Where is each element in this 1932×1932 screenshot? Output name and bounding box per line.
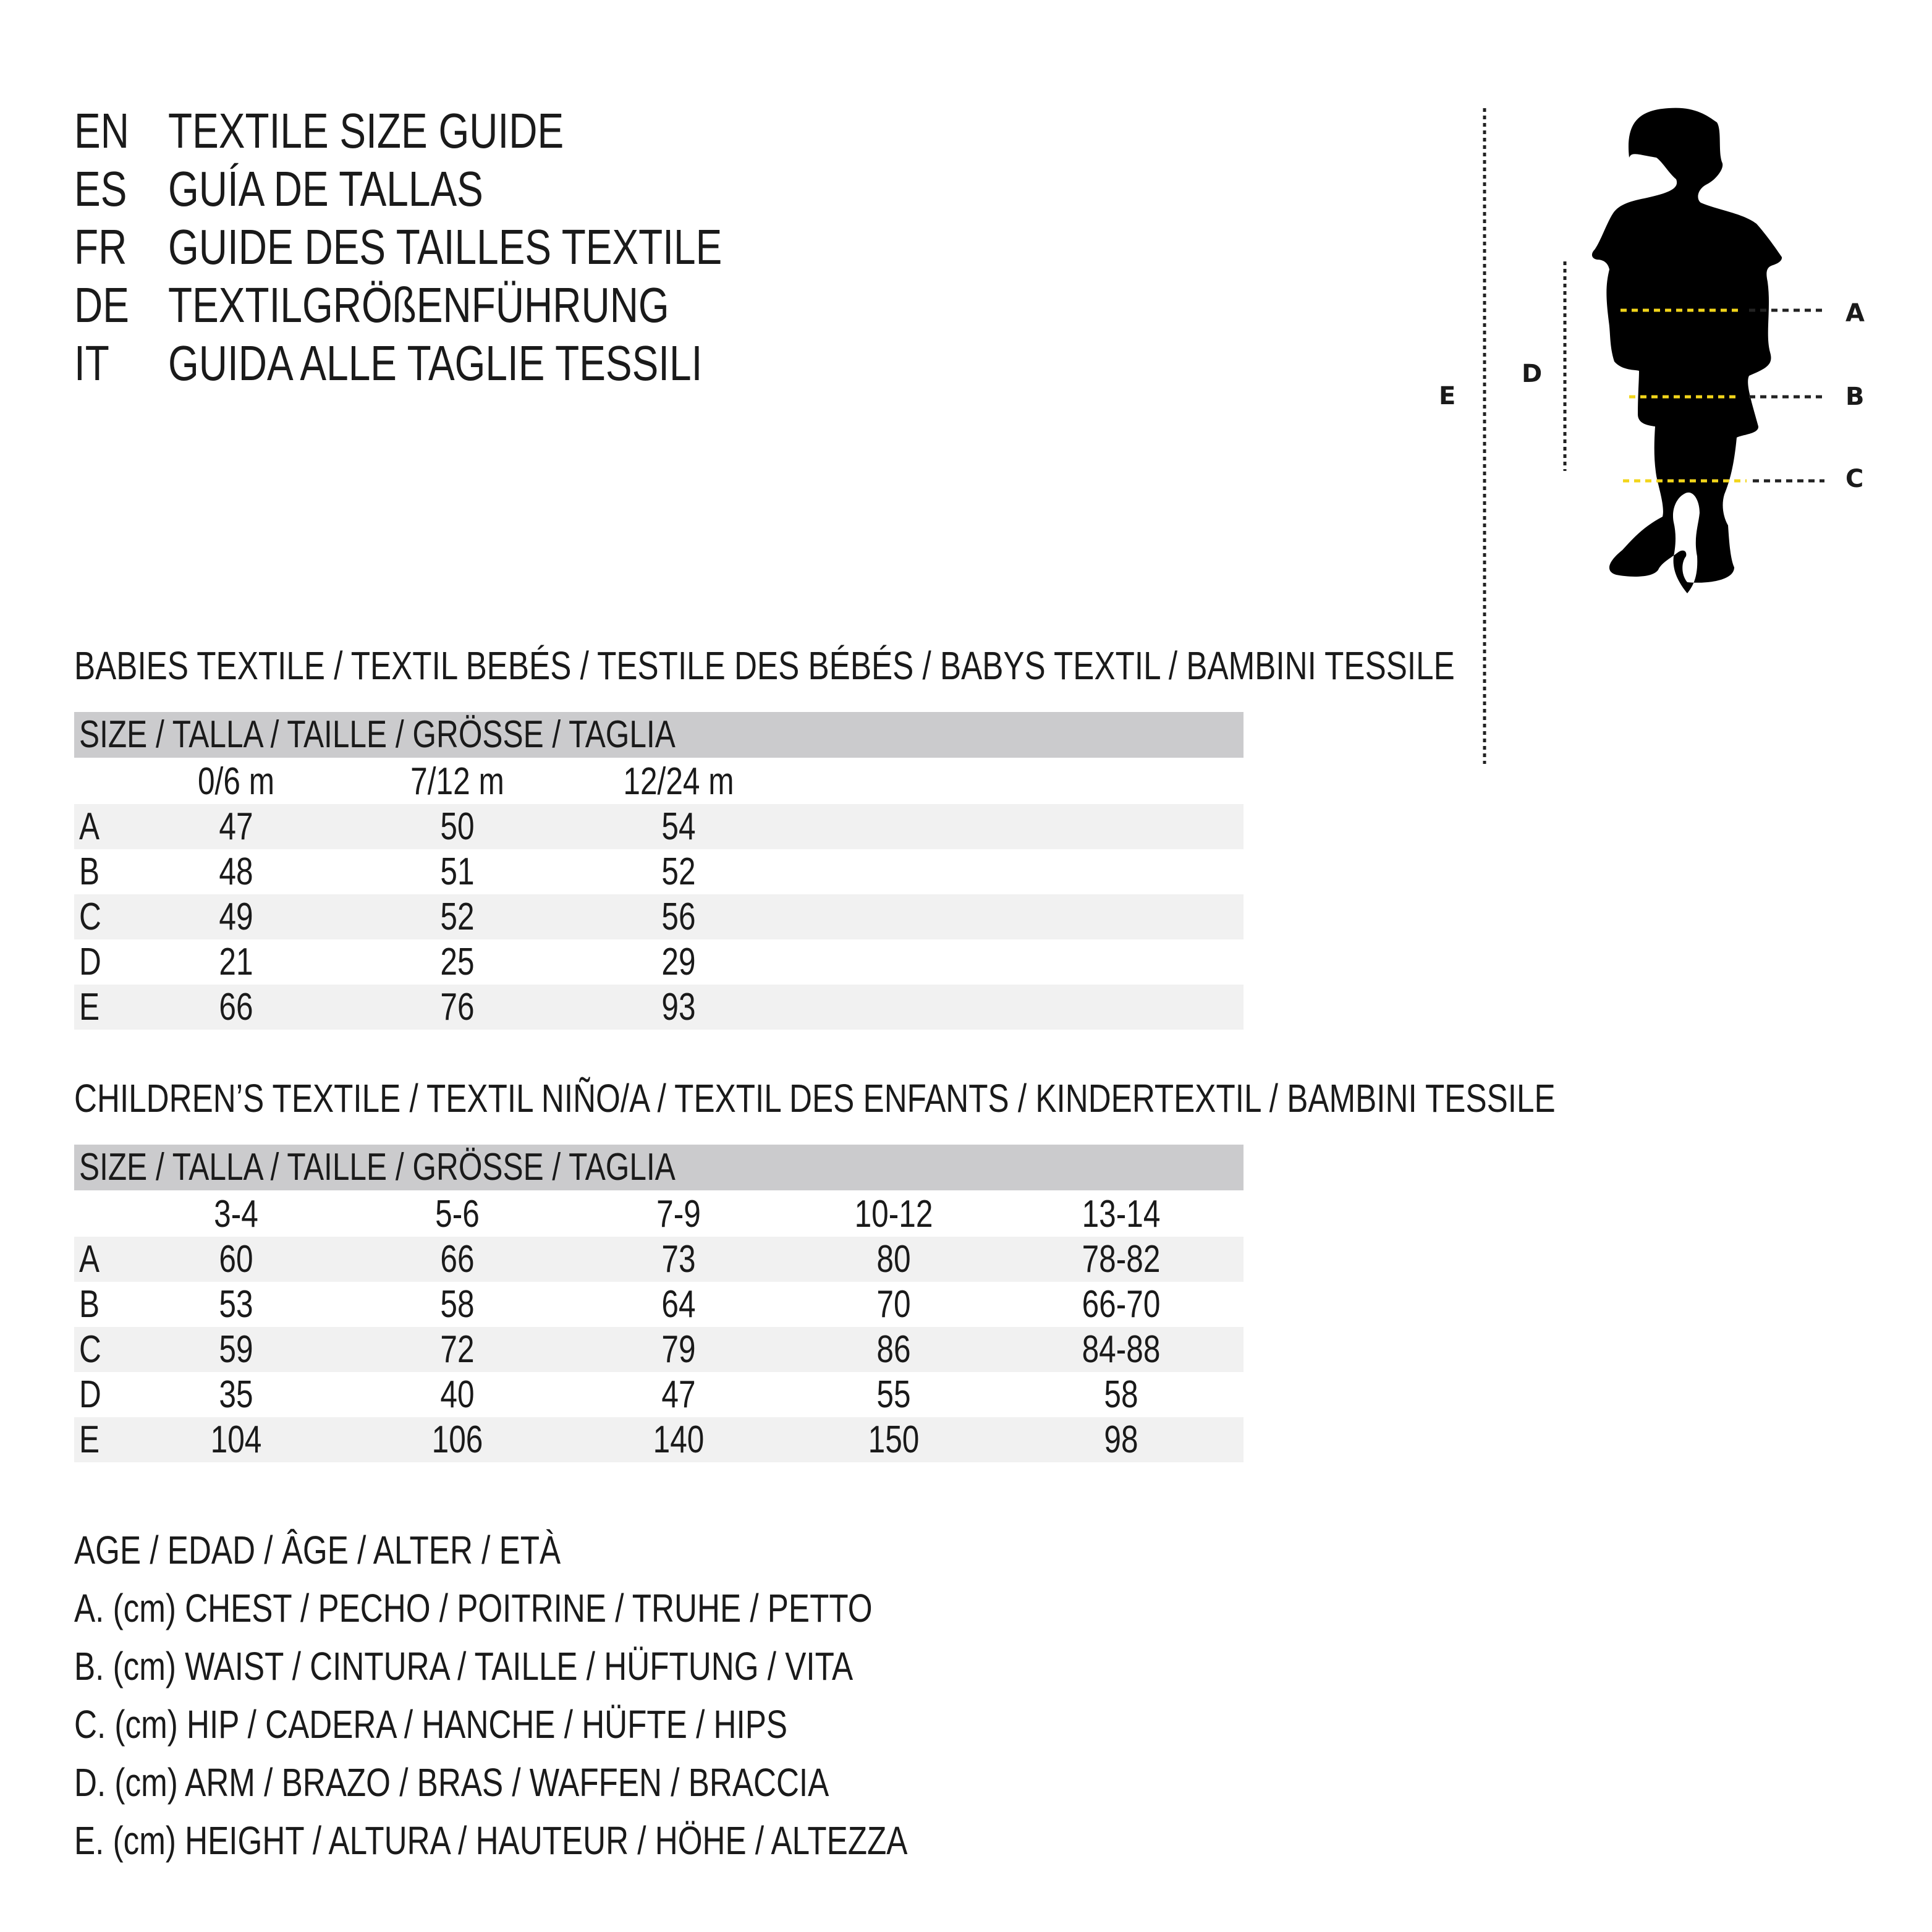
column-header: 7-9 (656, 1193, 701, 1235)
table-cell: 70 (876, 1283, 911, 1326)
table-cell: 140 (653, 1418, 705, 1461)
lang-code-es: ES (74, 161, 127, 216)
table-row: C 59 72 79 86 84-88 (74, 1327, 1244, 1372)
row-label: B (79, 850, 100, 893)
title-en: TEXTILE SIZE GUIDE (168, 103, 564, 158)
table-cell: 98 (1104, 1418, 1138, 1461)
table-cell: 80 (876, 1238, 911, 1281)
table-cell: 66 (219, 986, 253, 1028)
babies-size-header-bar: SIZE / TALLA / TAILLE / GRÖSSE / TAGLIA (74, 712, 1244, 758)
label-d: D (1522, 360, 1542, 388)
table-cell: 76 (440, 986, 475, 1028)
column-header: 12/24 m (623, 760, 734, 803)
table-cell: 51 (440, 850, 475, 893)
row-label: B (79, 1283, 100, 1326)
table-cell: 104 (210, 1418, 262, 1461)
table-cell: 72 (440, 1328, 475, 1371)
row-label: E (79, 986, 100, 1028)
table-cell: 58 (440, 1283, 475, 1326)
table-cell: 78-82 (1082, 1238, 1161, 1281)
table-cell: 79 (661, 1328, 696, 1371)
table-row: A 47 50 54 (74, 804, 1244, 849)
table-cell: 64 (661, 1283, 696, 1326)
table-cell: 84-88 (1082, 1328, 1161, 1371)
lang-code-fr: FR (74, 219, 127, 274)
table-cell: 52 (661, 850, 696, 893)
label-a: A (1845, 299, 1865, 328)
table-row: B 53 58 64 70 66-70 (74, 1282, 1244, 1327)
title-it: GUIDA ALLE TAGLIE TESSILI (168, 336, 703, 391)
children-size-header-bar: SIZE / TALLA / TAILLE / GRÖSSE / TAGLIA (74, 1145, 1244, 1190)
table-row: A 60 66 73 80 78-82 (74, 1237, 1244, 1282)
table-cell: 56 (661, 896, 696, 938)
row-label: A (79, 1238, 100, 1281)
table-cell: 35 (219, 1373, 253, 1416)
child-silhouette-icon (1591, 108, 1782, 594)
child-measurement-figure: A B C D E (1439, 108, 1865, 764)
table-cell: 55 (876, 1373, 911, 1416)
babies-column-header-row: 0/6 m 7/12 m 12/24 m (74, 759, 1244, 804)
column-header: 5-6 (435, 1193, 480, 1235)
table-cell: 47 (219, 805, 253, 848)
table-row: D 35 40 47 55 58 (74, 1372, 1244, 1417)
children-section-title: CHILDREN’S TEXTILE / TEXTIL NIÑO/A / TEX… (74, 1076, 1556, 1121)
row-label: E (79, 1418, 100, 1461)
legend-arm: D. (cm) ARM / BRAZO / BRAS / WAFFEN / BR… (74, 1760, 829, 1805)
table-cell: 21 (219, 941, 253, 983)
table-row: D 21 25 29 (74, 939, 1244, 985)
table-row: B 48 51 52 (74, 849, 1244, 894)
table-cell: 49 (219, 896, 253, 938)
title-fr: GUIDE DES TAILLES TEXTILE (168, 219, 722, 274)
column-header: 0/6 m (197, 760, 275, 803)
row-label: C (79, 1328, 101, 1371)
legend-height: E. (cm) HEIGHT / ALTURA / HAUTEUR / HÖHE… (74, 1818, 908, 1863)
legend-chest: A. (cm) CHEST / PECHO / POITRINE / TRUHE… (74, 1586, 873, 1630)
babies-size-header: SIZE / TALLA / TAILLE / GRÖSSE / TAGLIA (79, 713, 676, 756)
table-cell: 58 (1104, 1373, 1138, 1416)
table-cell: 52 (440, 896, 475, 938)
table-cell: 50 (440, 805, 475, 848)
label-e: E (1439, 382, 1455, 410)
label-b: B (1845, 383, 1865, 411)
table-cell: 73 (661, 1238, 696, 1281)
label-c: C (1845, 465, 1863, 493)
lang-code-it: IT (74, 336, 109, 391)
table-cell: 93 (661, 986, 696, 1028)
lang-code-en: EN (74, 103, 129, 158)
table-cell: 66 (440, 1238, 475, 1281)
row-label: C (79, 896, 101, 938)
babies-section-title: BABIES TEXTILE / TEXTIL BEBÉS / TESTILE … (74, 643, 1455, 688)
table-cell: 60 (219, 1238, 253, 1281)
row-label: A (79, 805, 100, 848)
row-label: D (79, 1373, 101, 1416)
children-size-header: SIZE / TALLA / TAILLE / GRÖSSE / TAGLIA (79, 1146, 676, 1188)
table-cell: 54 (661, 805, 696, 848)
table-cell: 29 (661, 941, 696, 983)
lang-code-de: DE (74, 278, 129, 333)
column-header: 13-14 (1082, 1193, 1161, 1235)
table-cell: 47 (661, 1373, 696, 1416)
table-cell: 86 (876, 1328, 911, 1371)
legend-age: AGE / EDAD / ÂGE / ALTER / ETÀ (74, 1528, 561, 1572)
table-cell: 48 (219, 850, 253, 893)
table-row: E 104 106 140 150 98 (74, 1417, 1244, 1462)
title-de: TEXTILGRÖßENFÜHRUNG (168, 278, 669, 333)
table-cell: 150 (868, 1418, 920, 1461)
table-row: E 66 76 93 (74, 985, 1244, 1030)
legend-waist: B. (cm) WAIST / CINTURA / TAILLE / HÜFTU… (74, 1644, 854, 1688)
table-cell: 106 (431, 1418, 483, 1461)
table-cell: 25 (440, 941, 475, 983)
column-header: 7/12 m (410, 760, 504, 803)
column-header: 3-4 (214, 1193, 258, 1235)
table-cell: 59 (219, 1328, 253, 1371)
table-row: C 49 52 56 (74, 894, 1244, 939)
table-cell: 66-70 (1082, 1283, 1161, 1326)
column-header: 10-12 (854, 1193, 933, 1235)
table-cell: 40 (440, 1373, 475, 1416)
legend-hip: C. (cm) HIP / CADERA / HANCHE / HÜFTE / … (74, 1702, 788, 1747)
row-label: D (79, 941, 101, 983)
children-column-header-row: 3-4 5-6 7-9 10-12 13-14 (74, 1192, 1244, 1237)
table-cell: 53 (219, 1283, 253, 1326)
title-es: GUÍA DE TALLAS (168, 161, 483, 216)
